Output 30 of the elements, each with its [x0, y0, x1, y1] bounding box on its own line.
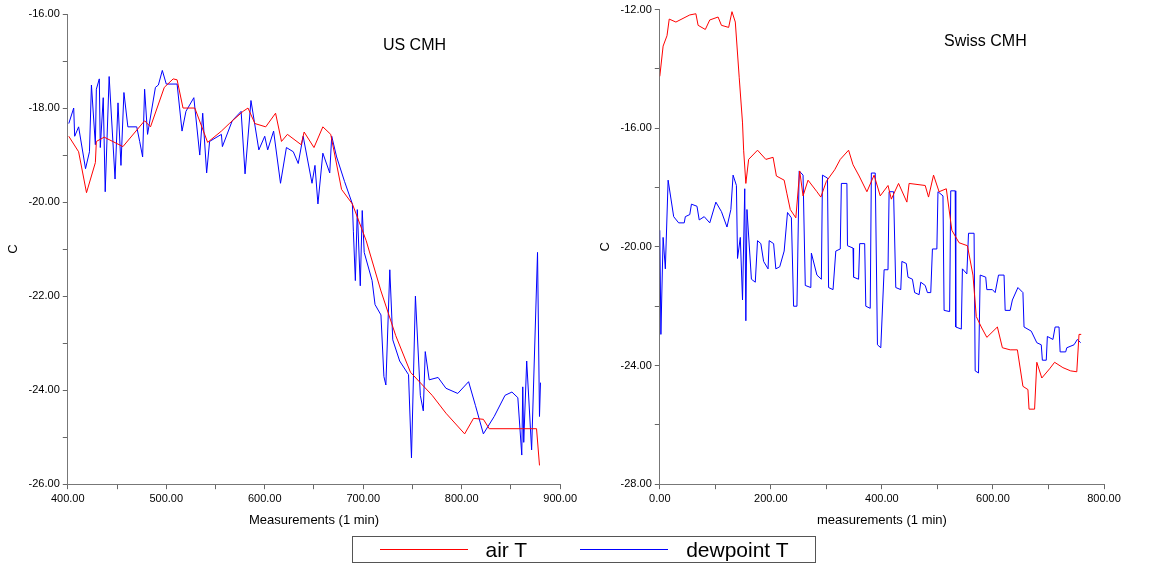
x-tick-label: 0.00	[649, 491, 671, 504]
x-axis-title: measurements (1 min)	[816, 511, 947, 527]
x-axis-title: Measurements (1 min)	[248, 511, 380, 527]
y-tick-label: -12.00	[620, 2, 652, 15]
y-axis-title: C	[5, 244, 21, 254]
legend-label: dewpoint T	[686, 537, 789, 562]
y-tick-label: -24.00	[620, 358, 652, 371]
annotation: Swiss CMH	[944, 31, 1027, 49]
y-tick-label: -16.00	[620, 121, 652, 134]
y-tick-label: -18.00	[28, 101, 60, 114]
y-tick-label: -20.00	[28, 195, 60, 208]
y-axis-title: C	[597, 242, 613, 252]
annotation: US CMH	[382, 35, 447, 53]
y-tick-label: -28.00	[620, 477, 652, 490]
x-tick-label: 600.00	[247, 491, 282, 504]
y-tick-label: -16.00	[28, 7, 60, 20]
x-tick-label: 400.00	[50, 491, 85, 504]
x-tick-label: 800.00	[444, 491, 479, 504]
x-tick-label: 700.00	[346, 491, 381, 504]
x-tick-label: 400.00	[865, 491, 899, 504]
x-tick-label: 200.00	[754, 491, 788, 504]
x-tick-label: 600.00	[976, 491, 1010, 504]
x-tick-label: 800.00	[1087, 491, 1121, 504]
y-tick-label: -26.00	[28, 477, 60, 490]
x-tick-label: 500.00	[149, 491, 184, 504]
y-tick-label: -20.00	[620, 239, 652, 252]
y-tick-label: -24.00	[28, 383, 60, 396]
y-tick-label: -22.00	[28, 289, 60, 302]
x-tick-label: 900.00	[543, 491, 578, 504]
legend-label: air T	[485, 537, 528, 562]
